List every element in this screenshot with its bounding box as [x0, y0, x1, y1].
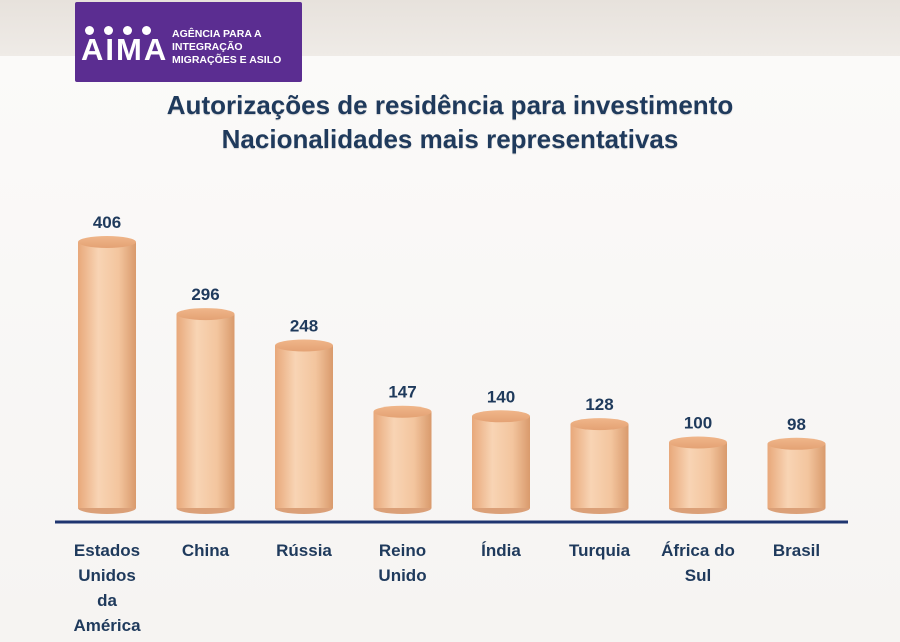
- logo-dot: [123, 26, 132, 35]
- x-tick-label: Unido: [378, 566, 426, 585]
- bar-top: [767, 437, 826, 450]
- bar-value-label: 296: [191, 285, 219, 304]
- x-tick-label: África do: [661, 541, 735, 560]
- bar: [78, 236, 136, 514]
- x-tick-label: América: [73, 616, 141, 635]
- chart-title-line-1: Autorizações de residência para investim…: [166, 90, 734, 120]
- bar-top: [669, 436, 727, 449]
- aima-logo: AIMA AGÊNCIA PARA A INTEGRAÇÃO MIGRAÇÕES…: [75, 2, 302, 82]
- bar-top: [472, 410, 530, 423]
- bar-body: [78, 242, 136, 508]
- bar-value-label: 128: [585, 395, 613, 414]
- slide-background: [0, 56, 900, 642]
- logo-dot: [85, 26, 94, 35]
- bar-body: [669, 442, 727, 508]
- bar-body: [176, 314, 235, 508]
- chart-title: Autorizações de residência para investim…: [0, 88, 900, 156]
- logo-line: MIGRAÇÕES E ASILO: [172, 54, 282, 66]
- logo-dot: [142, 26, 151, 35]
- bar-body: [275, 345, 333, 508]
- bar-value-label: 98: [787, 415, 806, 434]
- x-tick-label: Sul: [685, 566, 711, 585]
- bar-body: [570, 424, 629, 508]
- bar-body: [373, 411, 432, 508]
- bar: [275, 339, 333, 514]
- x-tick-label: da: [97, 591, 117, 610]
- bar-value-label: 248: [290, 317, 318, 336]
- x-tick-label: Unidos: [78, 566, 136, 585]
- x-tick-label: Reino: [379, 541, 426, 560]
- bar-value-label: 140: [487, 387, 515, 406]
- bar: [373, 405, 432, 514]
- bar-top: [570, 418, 629, 431]
- logo-line: AGÊNCIA PARA A: [172, 28, 262, 40]
- logo-agency-name: AGÊNCIA PARA A INTEGRAÇÃO MIGRAÇÕES E AS…: [172, 28, 300, 67]
- bar-top: [275, 339, 333, 352]
- bar-body: [767, 443, 826, 508]
- x-tick-label: China: [182, 541, 230, 560]
- bar-top: [176, 308, 235, 321]
- x-tick-label: Índia: [481, 541, 521, 560]
- x-tick-label: Turquia: [569, 541, 631, 560]
- chart-title-line-2: Nacionalidades mais representativas: [221, 124, 679, 154]
- logo-line: INTEGRAÇÃO: [172, 41, 243, 53]
- bar-top: [373, 405, 432, 418]
- bar: [176, 308, 235, 514]
- bar-body: [472, 416, 530, 508]
- x-tick-label: Rússia: [276, 541, 332, 560]
- x-tick-label: Brasil: [773, 541, 820, 560]
- bar-top: [78, 236, 136, 248]
- bar: [767, 437, 826, 514]
- x-tick-label: Estados: [74, 541, 140, 560]
- logo-wordmark: AIMA: [81, 32, 169, 67]
- bar-value-label: 147: [388, 383, 416, 402]
- bar: [472, 410, 530, 514]
- bar: [570, 418, 629, 514]
- bar-value-label: 100: [684, 413, 712, 432]
- bar-value-label: 406: [93, 213, 121, 232]
- bar: [669, 436, 727, 514]
- logo-dot: [104, 26, 113, 35]
